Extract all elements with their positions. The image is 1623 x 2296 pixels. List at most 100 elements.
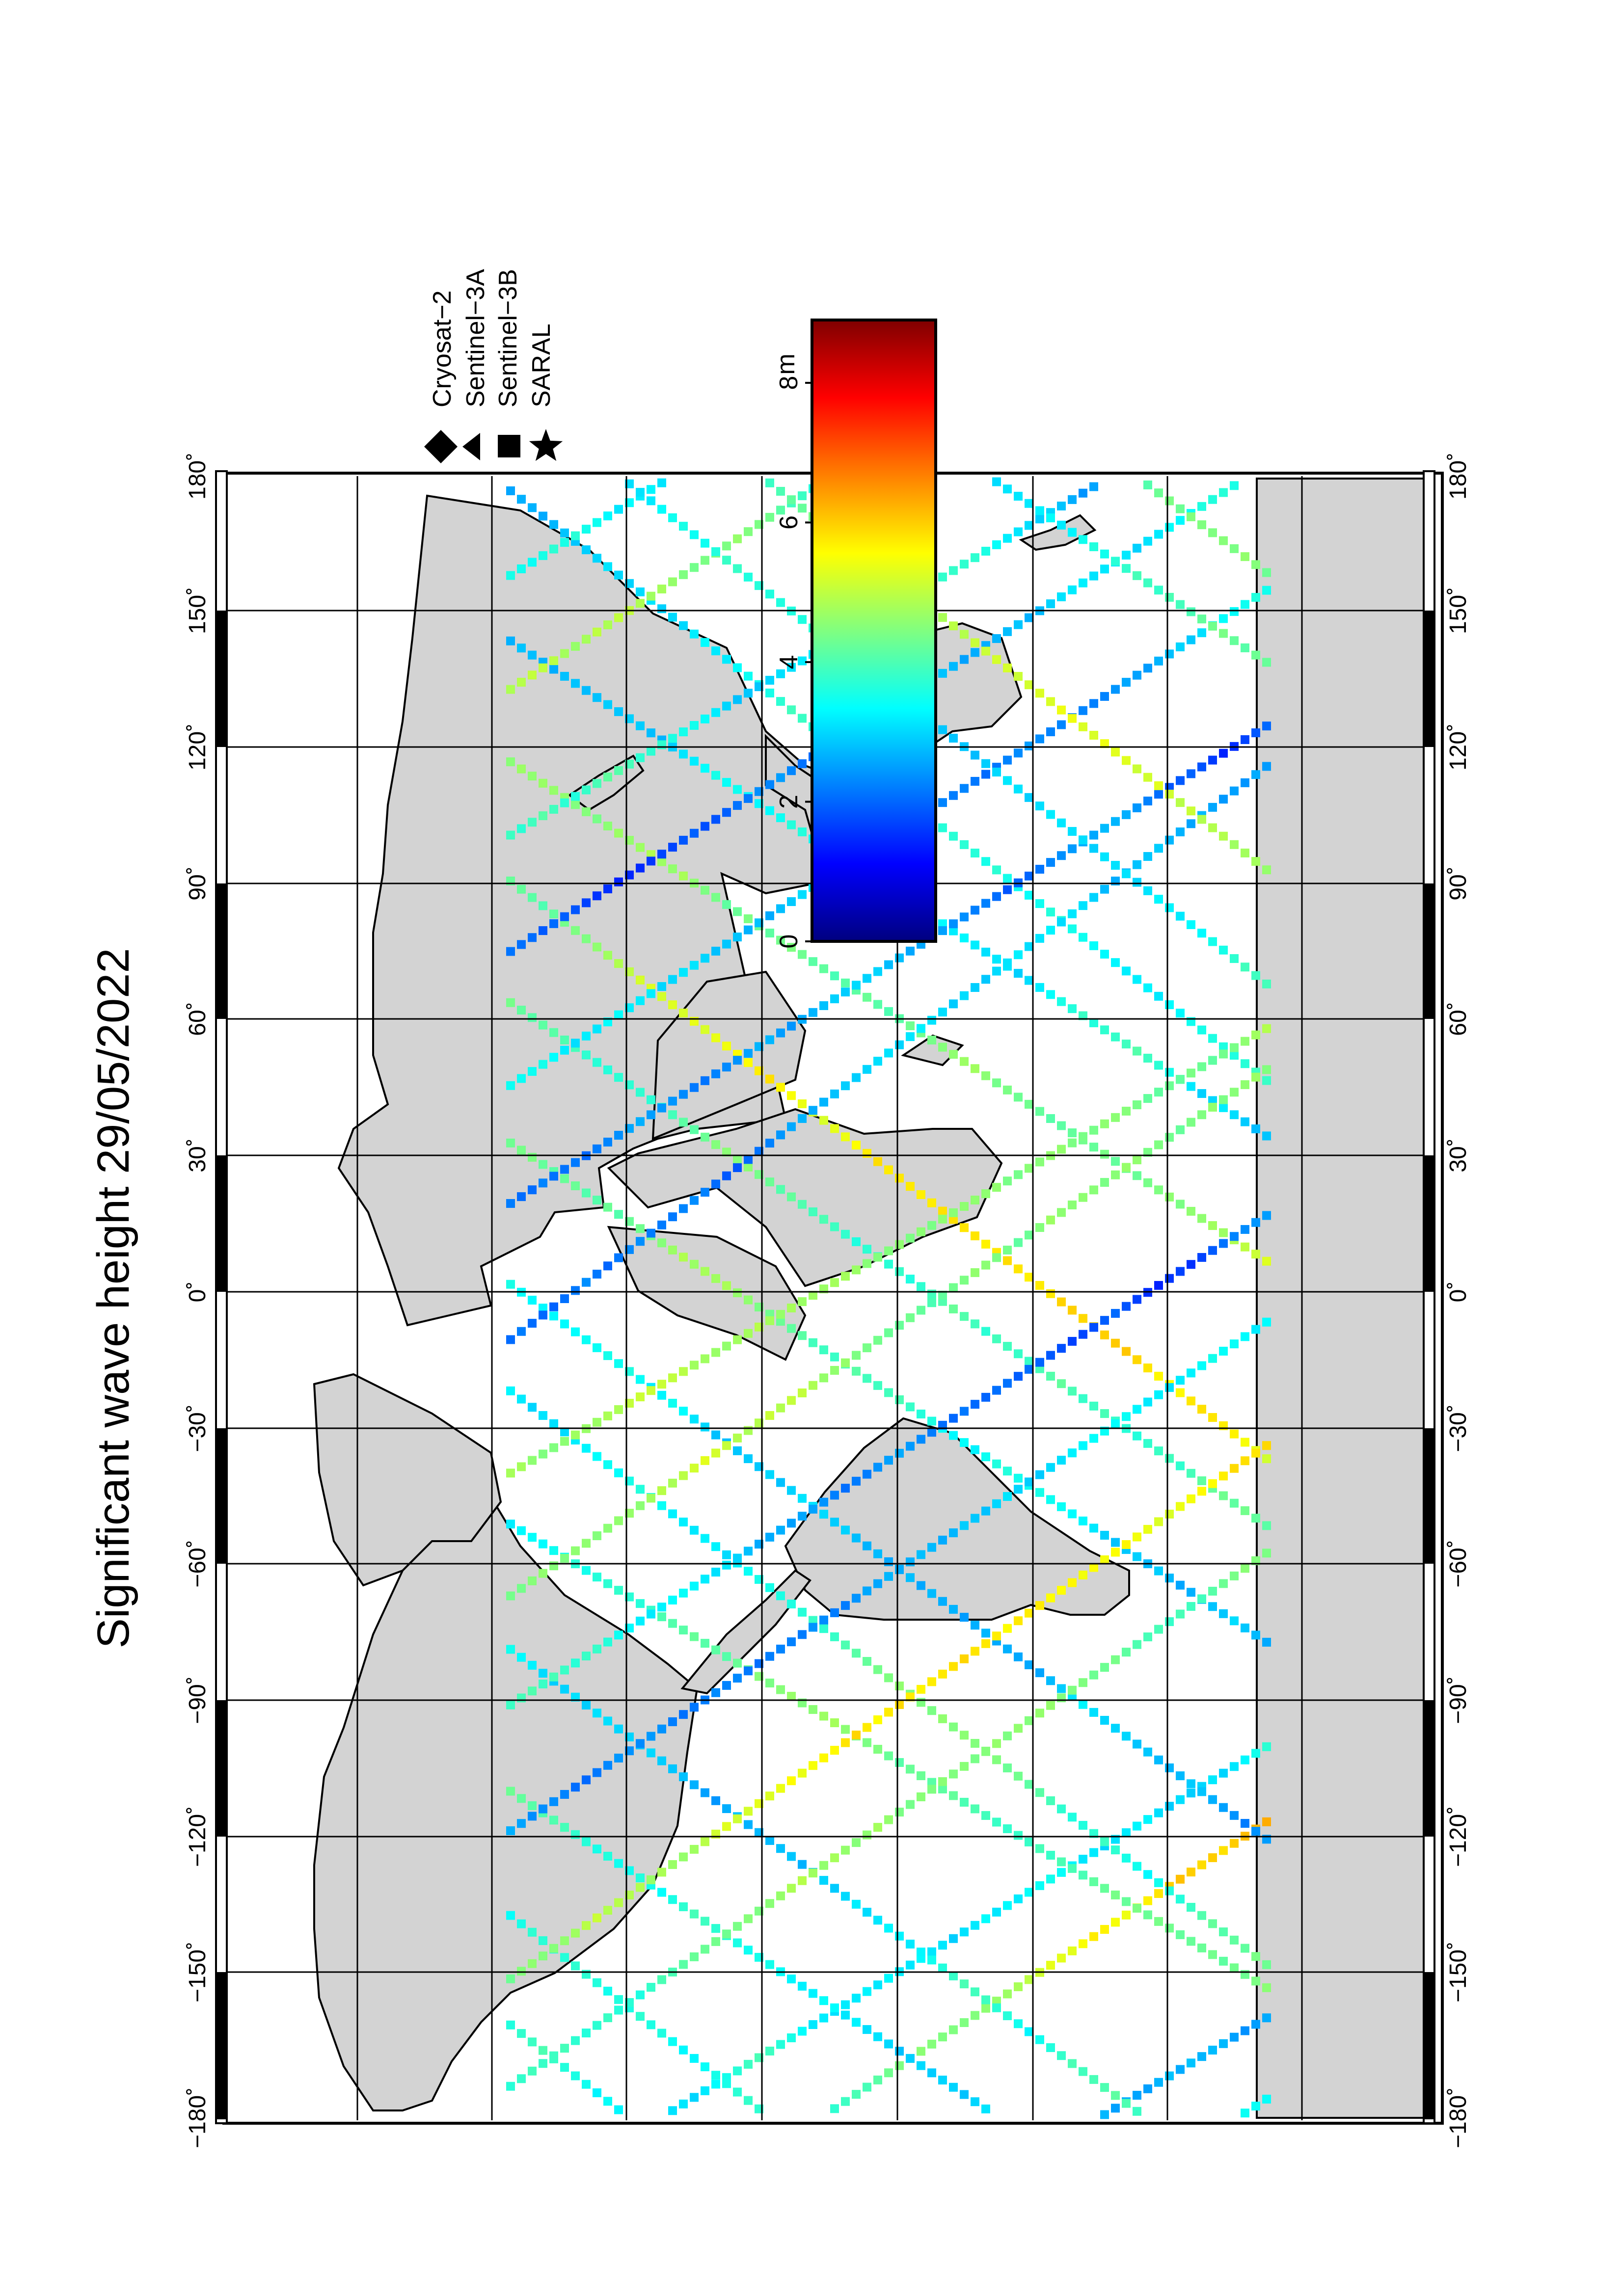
track-point bbox=[1187, 1903, 1195, 1912]
track-point bbox=[711, 771, 720, 780]
track-point bbox=[679, 727, 688, 737]
track-point bbox=[690, 1083, 699, 1092]
track-point bbox=[863, 2082, 871, 2092]
track-point bbox=[1176, 1502, 1185, 1511]
track-point bbox=[668, 2037, 677, 2046]
track-point bbox=[1133, 2107, 1141, 2116]
track-point bbox=[830, 1222, 839, 1231]
track-point bbox=[1208, 1413, 1217, 1422]
track-point bbox=[949, 1722, 958, 1732]
track-point bbox=[809, 1616, 817, 1625]
track-point bbox=[1035, 1844, 1044, 1853]
track-point bbox=[1208, 1950, 1217, 1959]
track-point bbox=[701, 764, 709, 773]
track-point bbox=[992, 1739, 1001, 1748]
track-point bbox=[873, 1381, 882, 1390]
track-point bbox=[949, 926, 958, 935]
track-point bbox=[560, 671, 569, 681]
track-point bbox=[798, 2027, 807, 2036]
track-point bbox=[1262, 1441, 1271, 1450]
track-point bbox=[1014, 1894, 1023, 1903]
track-point bbox=[1208, 937, 1217, 946]
track-point bbox=[593, 518, 601, 527]
track-point bbox=[506, 1911, 515, 1920]
track-point bbox=[571, 1181, 580, 1191]
track-point bbox=[971, 638, 979, 647]
track-point bbox=[1025, 1099, 1033, 1109]
track-point bbox=[830, 1278, 839, 1287]
track-point bbox=[657, 1486, 666, 1495]
track-point bbox=[517, 564, 526, 574]
track-point bbox=[1262, 762, 1271, 771]
track-point bbox=[657, 478, 666, 487]
track-point bbox=[1176, 1930, 1185, 1939]
track-point bbox=[657, 585, 666, 594]
track-point bbox=[528, 1533, 537, 1542]
track-point bbox=[906, 1442, 915, 1451]
track-point bbox=[603, 951, 612, 960]
track-point bbox=[906, 2054, 915, 2063]
track-point bbox=[949, 1431, 958, 1440]
track-point bbox=[895, 1931, 904, 1941]
track-point bbox=[1003, 1644, 1012, 1654]
track-point bbox=[1079, 1571, 1087, 1580]
track-point bbox=[1262, 1317, 1271, 1327]
track-point bbox=[539, 1804, 547, 1814]
track-point bbox=[733, 1553, 742, 1563]
track-point bbox=[614, 613, 623, 622]
track-point bbox=[776, 1891, 785, 1900]
track-point bbox=[841, 1132, 850, 1142]
track-point bbox=[549, 1311, 558, 1321]
track-point bbox=[593, 1768, 601, 1777]
track-point bbox=[809, 1207, 817, 1217]
track-point bbox=[593, 2021, 601, 2030]
track-point bbox=[981, 2003, 990, 2013]
track-point bbox=[517, 1693, 526, 1703]
track-point bbox=[949, 791, 958, 800]
track-point bbox=[1251, 1556, 1260, 1565]
track-point bbox=[1143, 664, 1152, 673]
track-point bbox=[701, 556, 709, 565]
track-point bbox=[603, 1716, 612, 1726]
track-point bbox=[819, 1510, 828, 1519]
track-point bbox=[798, 1512, 807, 1521]
track-point bbox=[852, 2018, 861, 2027]
track-point bbox=[701, 538, 709, 548]
track-point bbox=[917, 1771, 925, 1781]
track-point bbox=[657, 1756, 666, 1765]
track-point bbox=[906, 1573, 915, 1582]
track-point bbox=[949, 1208, 958, 1217]
track-point bbox=[1025, 793, 1033, 802]
track-point bbox=[1089, 941, 1098, 950]
track-point bbox=[571, 2071, 580, 2081]
track-point bbox=[733, 907, 742, 916]
track-point bbox=[614, 2105, 623, 2114]
lon-label: 0˚ bbox=[1445, 1281, 1471, 1303]
track-point bbox=[1262, 2013, 1271, 2023]
track-point bbox=[960, 1731, 969, 1740]
track-point bbox=[1025, 1364, 1033, 1374]
lon-label: −120˚ bbox=[185, 1806, 211, 1867]
track-point bbox=[1165, 835, 1174, 845]
track-point bbox=[722, 1929, 731, 1939]
track-point bbox=[960, 1438, 969, 1447]
track-point bbox=[603, 1411, 612, 1420]
track-point bbox=[960, 630, 969, 639]
track-point bbox=[971, 1064, 979, 1073]
track-point bbox=[960, 1201, 969, 1211]
track-point bbox=[647, 1110, 655, 1120]
track-point bbox=[549, 544, 558, 554]
track-point bbox=[571, 800, 580, 809]
track-point bbox=[1219, 1095, 1228, 1104]
track-point bbox=[647, 496, 655, 506]
track-point bbox=[1111, 1032, 1120, 1041]
track-point bbox=[1187, 769, 1195, 778]
track-point bbox=[841, 2097, 850, 2106]
track-point bbox=[603, 1906, 612, 1915]
track-point bbox=[647, 1494, 655, 1503]
track-point bbox=[668, 975, 677, 984]
track-point bbox=[711, 1924, 720, 1933]
track-point bbox=[1165, 1886, 1174, 1896]
track-point bbox=[679, 1960, 688, 1969]
track-point bbox=[1046, 1961, 1055, 1970]
